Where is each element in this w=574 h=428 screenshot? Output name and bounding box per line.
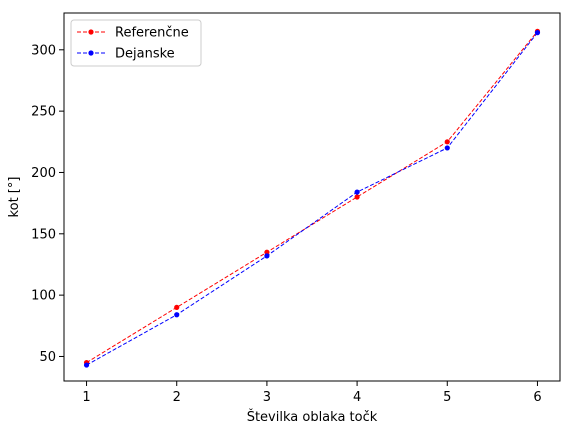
data-point (174, 304, 180, 310)
legend-marker (88, 50, 94, 56)
y-tick-label: 250 (31, 105, 56, 120)
x-tick-label: 1 (82, 390, 90, 405)
legend-label: Dejanske (115, 47, 175, 62)
x-tick-label: 2 (173, 390, 181, 405)
legend: Referenčne Dejanske (70, 19, 202, 67)
y-axis-label: kot [°] (7, 177, 22, 218)
series-line (86, 32, 538, 366)
x-tick-label: 5 (443, 390, 451, 405)
x-ticks: 1 2 3 4 5 6 (82, 381, 542, 405)
x-tick-label: 3 (263, 390, 271, 405)
legend-label: Referenčne (115, 26, 189, 41)
x-axis-label: Številka oblaka točk (247, 409, 378, 425)
plot-area (63, 12, 561, 382)
data-point (264, 249, 270, 255)
data-point (534, 30, 541, 36)
y-tick-label: 100 (31, 289, 56, 304)
series-line (86, 31, 538, 364)
data-point (174, 312, 180, 318)
series-layer (83, 28, 541, 368)
data-point (354, 189, 360, 195)
y-ticks: 50 100 150 200 250 300 (31, 43, 64, 365)
data-point (264, 253, 270, 259)
y-tick-label: 150 (31, 227, 56, 242)
legend-marker (88, 29, 94, 35)
data-point (444, 145, 450, 151)
data-point (83, 362, 90, 368)
x-tick-label: 6 (533, 390, 541, 405)
x-tick-label: 4 (353, 390, 361, 405)
data-point (444, 139, 450, 145)
data-point (354, 194, 360, 200)
y-tick-label: 200 (31, 166, 56, 181)
y-tick-label: 50 (39, 350, 56, 365)
y-tick-label: 300 (31, 43, 56, 58)
